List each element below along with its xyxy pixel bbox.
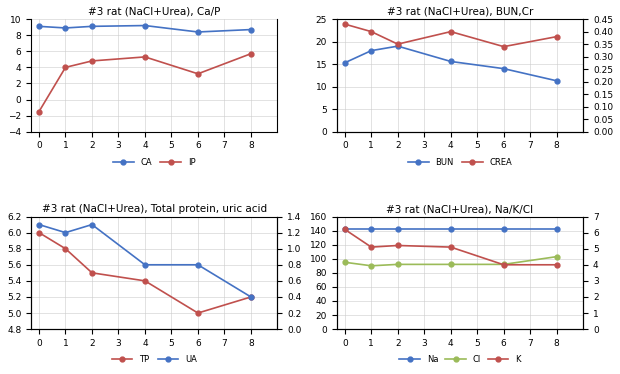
- Line: UA: UA: [37, 222, 254, 299]
- BUN: [394, 44, 402, 48]
- UA: [247, 295, 255, 299]
- Na: [553, 227, 560, 232]
- CA: [35, 24, 43, 28]
- IP: [35, 109, 43, 114]
- Cl: [394, 262, 402, 267]
- Na: [368, 227, 375, 232]
- CA: [62, 26, 69, 30]
- Line: CA: CA: [37, 23, 254, 34]
- Line: Na: Na: [342, 227, 559, 232]
- K: [341, 227, 348, 232]
- CA: [88, 24, 95, 28]
- Cl: [553, 254, 560, 259]
- K: [553, 263, 560, 267]
- CREA: [447, 30, 454, 34]
- K: [447, 245, 454, 249]
- IP: [88, 59, 95, 63]
- Legend: Na, Cl, K: Na, Cl, K: [396, 352, 524, 368]
- BUN: [500, 67, 507, 71]
- Cl: [341, 260, 348, 264]
- TP: [247, 295, 255, 299]
- Na: [341, 227, 348, 232]
- K: [368, 245, 375, 249]
- UA: [141, 263, 149, 267]
- UA: [35, 222, 43, 227]
- CREA: [500, 45, 507, 49]
- Na: [394, 227, 402, 232]
- CA: [141, 23, 149, 28]
- Cl: [500, 262, 507, 267]
- IP: [62, 65, 69, 70]
- Title: #3 rat (NaCl+Urea), Total protein, uric acid: #3 rat (NaCl+Urea), Total protein, uric …: [42, 204, 267, 214]
- Line: BUN: BUN: [342, 44, 559, 83]
- IP: [141, 55, 149, 59]
- UA: [194, 263, 202, 267]
- Line: CREA: CREA: [342, 22, 559, 49]
- TP: [141, 279, 149, 283]
- CREA: [394, 42, 402, 46]
- Na: [500, 227, 507, 232]
- Line: IP: IP: [37, 51, 254, 114]
- Line: Cl: Cl: [342, 254, 559, 268]
- CREA: [553, 34, 560, 39]
- UA: [88, 222, 95, 227]
- Title: #3 rat (NaCl+Urea), Na/K/Cl: #3 rat (NaCl+Urea), Na/K/Cl: [386, 204, 534, 214]
- Na: [447, 227, 454, 232]
- Legend: TP, UA: TP, UA: [108, 352, 200, 368]
- BUN: [447, 59, 454, 64]
- Title: #3 rat (NaCl+Urea), BUN,Cr: #3 rat (NaCl+Urea), BUN,Cr: [387, 7, 533, 17]
- Cl: [447, 262, 454, 267]
- IP: [247, 52, 255, 56]
- TP: [62, 246, 69, 251]
- CREA: [341, 22, 348, 26]
- UA: [62, 230, 69, 235]
- CREA: [368, 30, 375, 34]
- BUN: [553, 79, 560, 83]
- IP: [194, 71, 202, 76]
- CA: [247, 27, 255, 32]
- K: [394, 243, 402, 248]
- K: [500, 263, 507, 267]
- TP: [194, 311, 202, 315]
- Line: K: K: [342, 227, 559, 267]
- TP: [88, 270, 95, 275]
- BUN: [368, 48, 375, 53]
- Cl: [368, 264, 375, 268]
- Line: TP: TP: [37, 230, 254, 315]
- TP: [35, 230, 43, 235]
- Legend: BUN, CREA: BUN, CREA: [404, 155, 516, 170]
- BUN: [341, 61, 348, 65]
- CA: [194, 30, 202, 34]
- Legend: CA, IP: CA, IP: [110, 155, 199, 170]
- Title: #3 rat (NaCl+Urea), Ca/P: #3 rat (NaCl+Urea), Ca/P: [88, 7, 221, 17]
